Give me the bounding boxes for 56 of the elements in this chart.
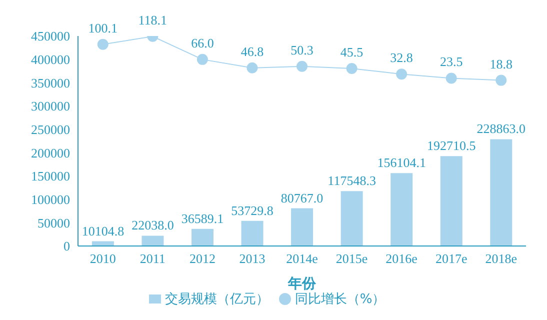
data-label: 32.8 xyxy=(390,50,413,66)
data-label: 118.1 xyxy=(138,12,168,28)
data-label: 192710.5 xyxy=(427,138,476,154)
legend-label: 交易规模（亿元） xyxy=(164,292,269,307)
data-label: 100.1 xyxy=(88,20,118,36)
x-tick-label: 2012 xyxy=(189,251,216,266)
x-tick-label: 2014e xyxy=(286,251,318,266)
bar xyxy=(291,208,314,246)
y-tick-label: 250000 xyxy=(31,122,70,137)
bar xyxy=(142,236,164,246)
x-tick-label: 2011 xyxy=(140,251,166,266)
y-tick-label: 150000 xyxy=(31,168,70,184)
bar xyxy=(191,228,214,246)
data-label: 18.8 xyxy=(490,56,512,72)
y-tick-label: 0 xyxy=(64,238,70,254)
data-label: 10104.8 xyxy=(82,223,124,238)
data-label: 50.3 xyxy=(290,42,314,58)
data-label: 45.5 xyxy=(340,44,364,60)
bar xyxy=(340,191,363,246)
data-label: 22038.0 xyxy=(132,218,174,233)
y-tick-label: 200000 xyxy=(31,145,70,160)
y-tick-label: 100000 xyxy=(31,192,70,207)
x-tick-label: 2010 xyxy=(90,251,116,266)
data-label: 36589.1 xyxy=(181,210,224,226)
point xyxy=(246,62,258,74)
bar xyxy=(440,156,462,246)
data-label: 66.0 xyxy=(191,35,214,50)
y-tick-label: 450000 xyxy=(31,28,70,44)
x-tick-label: 2018e xyxy=(485,251,518,266)
bar xyxy=(390,173,413,246)
point xyxy=(496,74,507,86)
point xyxy=(396,68,408,80)
y-tick-label: 50000 xyxy=(38,215,70,230)
point xyxy=(346,62,358,74)
data-label: 80767.0 xyxy=(280,190,324,206)
point xyxy=(296,60,308,72)
y-tick-label: 350000 xyxy=(31,75,70,90)
data-label: 23.5 xyxy=(440,54,463,70)
data-label: 228863.0 xyxy=(476,121,526,136)
x-tick-label: 2015e xyxy=(336,251,368,266)
x-tick-label: 2013 xyxy=(239,251,266,266)
point xyxy=(97,38,108,50)
data-label: 53729.8 xyxy=(231,202,274,218)
point xyxy=(196,54,208,65)
y-tick-label: 300000 xyxy=(31,98,70,114)
x-axis-title: 年份 xyxy=(287,276,317,292)
bar xyxy=(490,139,512,246)
point xyxy=(446,72,457,84)
data-label: 46.8 xyxy=(240,44,264,59)
x-tick-label: 2016e xyxy=(386,251,418,266)
data-label: 156104.1 xyxy=(377,155,426,170)
data-label: 117548.3 xyxy=(328,173,376,188)
legend-label: 同比增长（%） xyxy=(294,292,386,307)
x-tick-label: 2017e xyxy=(435,251,468,266)
y-tick-label: 400000 xyxy=(31,52,70,67)
bar xyxy=(241,220,264,246)
